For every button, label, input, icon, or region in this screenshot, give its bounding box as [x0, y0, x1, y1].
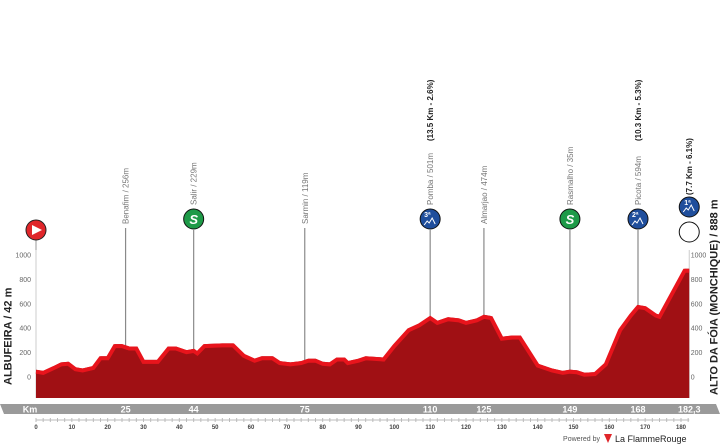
km-band-label: 110 [423, 405, 438, 415]
km-label: Km [23, 405, 38, 415]
x-tick: 20 [104, 425, 111, 431]
climb-stats: (13.5 Km - 2.6%) [426, 79, 435, 141]
x-tick: 30 [140, 425, 147, 431]
y-tick-left: 1000 [15, 253, 31, 260]
km-band-label: 149 [562, 405, 577, 415]
finish-label: ALTO DA FÓIA (MONCHIQUE) / 888 m [708, 199, 720, 395]
start-label: ALBUFEIRA / 42 m [3, 287, 15, 385]
point-label: Rasmalho / 35m [566, 146, 575, 205]
x-tick: 80 [319, 425, 326, 431]
km-band-label: 125 [476, 405, 491, 415]
sprint-icon [183, 208, 205, 230]
powered-by-text: Powered by [563, 436, 600, 443]
elevation-area [36, 268, 690, 398]
km-band [0, 404, 720, 414]
x-tick: 10 [68, 425, 75, 431]
point-label: Almarjao / 474m [480, 165, 489, 224]
x-tick: 50 [212, 425, 219, 431]
x-tick: 150 [568, 425, 579, 431]
climb-stats: (7.7 Km - 6.1%) [685, 138, 694, 195]
y-tick-left: 600 [19, 301, 31, 308]
x-tick: 70 [283, 425, 290, 431]
sprint-icon [559, 208, 581, 230]
svg-text:S: S [189, 212, 198, 227]
profile-point-kom: 3ª Pomba / 501m (13.5 Km - 2.6%) [419, 79, 441, 398]
km-band-label: 75 [300, 405, 310, 415]
km-band-label: 182,3 [678, 405, 701, 415]
x-tick: 60 [248, 425, 255, 431]
kom-category: 1ª [684, 200, 691, 207]
point-label: Benafim / 256m [122, 168, 131, 224]
y-tick-left: 400 [19, 326, 31, 333]
x-tick: 170 [640, 425, 651, 431]
x-tick: 90 [355, 425, 362, 431]
svg-text:S: S [566, 212, 575, 227]
km-band-label: 25 [121, 405, 131, 415]
y-tick-right: 600 [691, 301, 703, 308]
elevation-edge [35, 268, 690, 377]
profile-point-sprint: S Salir / 229m [183, 162, 205, 398]
x-tick: 110 [425, 425, 435, 431]
y-tick-right: 1000 [691, 253, 707, 260]
y-tick-right: 200 [691, 350, 703, 357]
y-tick-right: 400 [691, 326, 703, 333]
y-tick-left: 800 [19, 277, 31, 284]
x-tick: 0 [34, 425, 38, 431]
y-tick-right: 800 [691, 277, 703, 284]
x-tick: 100 [389, 425, 400, 431]
km-band-label: 44 [189, 405, 199, 415]
km-band-label: 168 [630, 405, 645, 415]
x-tick: 160 [604, 425, 615, 431]
kom-category: 2ª [632, 212, 639, 219]
profile-point-sprint: S Rasmalho / 35m [559, 146, 581, 398]
point-label: Salir / 229m [190, 162, 199, 205]
flammerouge-logo-icon [604, 434, 612, 443]
finish-checkered-icon [678, 221, 700, 243]
profile-point-finish-kom: 1ª (7.7 Km - 6.1%) [678, 138, 700, 243]
x-tick: 40 [176, 425, 183, 431]
y-tick-left: 0 [27, 375, 31, 382]
kom-category: 3ª [424, 212, 431, 219]
climb-stats: (10.3 Km - 5.3%) [634, 79, 643, 141]
x-tick: 180 [676, 425, 687, 431]
point-label: Pomba / 501m [426, 153, 435, 205]
point-label: Picota / 594m [634, 156, 643, 205]
x-tick: 120 [461, 425, 472, 431]
kom-1-icon [678, 196, 700, 218]
start-marker [25, 219, 47, 250]
x-tick: 140 [533, 425, 544, 431]
x-tick: 130 [497, 425, 508, 431]
y-tick-left: 200 [19, 350, 31, 357]
point-label: Sarmin / 119m [301, 172, 310, 224]
brand-text: La FlammeRouge [615, 434, 687, 444]
powered-by: Powered by La FlammeRouge [563, 434, 687, 444]
y-tick-right: 0 [691, 375, 695, 382]
